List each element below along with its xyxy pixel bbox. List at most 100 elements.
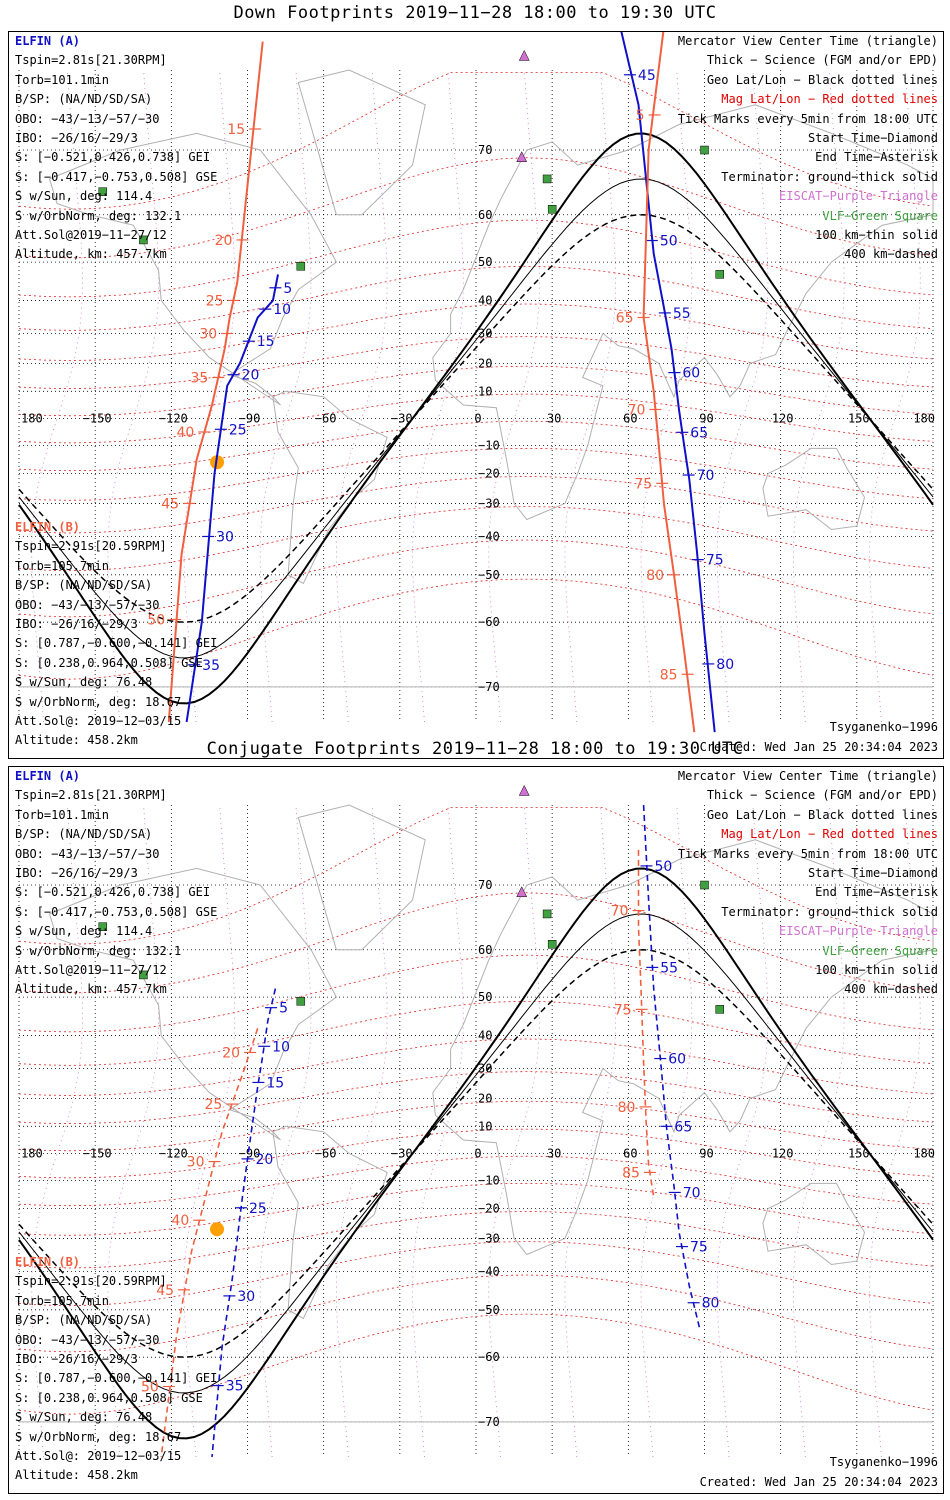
track-tick-label: 70	[628, 402, 646, 418]
info-line: Altitude: 458.2km	[15, 733, 138, 748]
panel-title-down: Down Footprints 2019−11−28 18:00 to 19:3…	[233, 3, 717, 23]
map-plot-conjugate: 180 −150 −120 −90 −60 −30 0 30 60 90 120 150 180 70 60…	[18, 784, 935, 1458]
vlf-square	[139, 970, 148, 980]
legend-entry: Start Time−Diamond	[807, 131, 938, 146]
satellite-name: ELFIN (B)	[15, 1255, 81, 1269]
info-line: OBO: −43/−13/−57/−30	[15, 1332, 160, 1347]
legend-entry: Mag Lat/Lon − Red dotted lines	[721, 827, 938, 842]
lon-tick-label: 180	[21, 411, 43, 425]
mag-parallel	[18, 1211, 934, 1269]
info-line: S w/Sun, deg: 114.4	[15, 924, 153, 939]
elfin-b-info: ELFIN (B) Tspin=2.91s[20.59RPM] Torb=105.7…	[15, 518, 217, 751]
lon-tick-label: 150	[848, 411, 870, 425]
info-line: S w/Sun, deg: 76.48	[15, 675, 153, 690]
map-plot-down: 180 −150 −120 −90 −60 −30 0 30 60 90 120 150 1807060…	[18, 32, 935, 733]
track-tick-label: 80	[702, 1296, 720, 1312]
lat-tick-label: 30	[478, 1062, 492, 1076]
track-tick-label: 70	[683, 1185, 701, 1201]
info-line: Att.Sol@2019−11−27/12	[15, 228, 167, 243]
mag-grid	[18, 804, 934, 1458]
lat-tick-label: −60	[478, 615, 500, 629]
mag-parallel	[18, 892, 934, 994]
mag-parallel	[18, 365, 934, 417]
created-label: Created: Wed Jan 25 20:34:04 2023	[699, 1475, 938, 1489]
mag-parallel	[18, 1155, 934, 1207]
lon-tick-label: 0	[474, 1146, 481, 1160]
info-line: Altitude: 458.2km	[15, 1468, 138, 1483]
coastline	[49, 867, 338, 1141]
satellite-name: ELFIN (B)	[15, 520, 81, 534]
mag-parallel	[18, 72, 934, 210]
mag-grid	[18, 69, 934, 723]
info-line: IBO: −26/16/−29/3	[15, 1352, 138, 1367]
legend-entry: Terminator: ground−thick solid	[721, 904, 938, 919]
terminator-line	[18, 214, 934, 623]
mag-parallel	[18, 303, 934, 361]
info-line: B/SP: (NA/ND/SD/SA)	[15, 578, 153, 593]
legend-entry: Mercator View Center Time (triangle)	[677, 769, 938, 783]
elfin-a-info: ELFIN (A) Tspin=2.81s[21.30RPM] Torb=101.1…	[15, 767, 217, 1000]
info-line: S w/OrbNorm, deg: 132.1	[15, 208, 182, 223]
track-tick-label: 5	[283, 281, 292, 297]
legend-entry: VLF−Green Square	[822, 943, 938, 958]
vlf-square	[296, 997, 306, 1006]
terminator-line	[18, 949, 934, 1358]
coastline	[432, 839, 934, 1256]
lat-tick-label: −20	[478, 467, 500, 481]
legend-entry: Geo Lat/Lon − Black dotted lines	[706, 807, 938, 822]
info-line: Tspin=2.91s[20.59RPM]	[15, 1274, 167, 1289]
legend-entry: Terminator: ground−thick solid	[721, 169, 938, 184]
info-line: S: [0.787,−0.600,−0.141] GEI	[15, 636, 218, 651]
info-line: IBO: −26/16/−29/3	[15, 866, 138, 881]
terminator-line	[18, 867, 934, 1440]
mag-parallel	[18, 1038, 934, 1096]
lat-tick-label: 60	[478, 943, 492, 957]
lon-tick-label: 90	[699, 1146, 713, 1160]
eiscat-triangle	[518, 784, 530, 796]
info-line: S w/OrbNorm, deg: 18.67	[15, 1429, 182, 1444]
lon-tick-label: −120	[159, 1146, 188, 1160]
lat-tick-label: −50	[478, 1303, 500, 1317]
info-line: IBO: −26/16/−29/3	[15, 131, 138, 146]
vlf-square	[139, 235, 148, 245]
info-line: B/SP: (NA/ND/SD/SA)	[15, 1313, 153, 1328]
track-tick-label: 30	[187, 1155, 205, 1171]
lat-tick-label: 70	[478, 143, 492, 157]
info-line: S: [0.787,−0.600,−0.141] GEI	[15, 1371, 218, 1386]
track-tick-label: 20	[222, 1045, 240, 1061]
mag-parallel	[18, 1313, 934, 1415]
track-tick-label: 50	[141, 1379, 159, 1395]
footprint-tracks: 5101520253035455055606570758015202530354…	[147, 32, 734, 733]
elfin-b-info: ELFIN (B) Tspin=2.91s[20.59RPM] Torb=105.7…	[15, 1253, 217, 1486]
mag-parallel	[18, 476, 934, 534]
terminator-line	[18, 178, 934, 659]
track-tick-label: 80	[716, 657, 734, 673]
track-tick-label: 20	[215, 233, 233, 249]
mag-parallel	[18, 447, 934, 501]
info-line: Torb=101.1min	[15, 807, 109, 822]
legend-entry: Thick − Science (FGM and/or EPD)	[706, 788, 938, 803]
lon-tick-label: −150	[83, 411, 112, 425]
legend-entry: VLF−Green Square	[822, 208, 938, 223]
track-tick-label: 60	[682, 366, 700, 382]
info-line: Tspin=2.91s[20.59RPM]	[15, 539, 167, 554]
vlf-square	[542, 909, 552, 919]
eiscat-triangle	[516, 886, 528, 897]
track-tick-label: 40	[171, 1213, 189, 1229]
mag-parallel	[18, 506, 934, 572]
track-tick-label: 45	[156, 1283, 174, 1299]
info-line: S w/OrbNorm, deg: 132.1	[15, 943, 182, 958]
info-line: S: [0.238,0.964,0.508] GSE	[15, 655, 203, 670]
legend-entry: Tick Marks every 5min from 18:00 UTC	[677, 111, 938, 126]
lon-tick-label: 150	[848, 1146, 870, 1160]
info-line: S: [−0.417,−0.753,0.508] GSE	[15, 169, 218, 184]
legend-entry: 400 km−dashed	[844, 247, 938, 262]
track-tick-label: 35	[190, 371, 208, 387]
info-line: S w/Sun, deg: 114.4	[15, 189, 153, 204]
lon-tick-label: 30	[547, 411, 561, 425]
legend: Mercator View Center Time (triangle) Thic…	[678, 32, 938, 265]
track-tick-label: 85	[660, 667, 678, 683]
panel-conjugate: 180 −150 −120 −90 −60 −30 0 30 60 90 120 150 180 70 60…	[8, 766, 944, 1494]
mag-meridian	[412, 69, 464, 723]
vlf-square	[715, 270, 724, 279]
